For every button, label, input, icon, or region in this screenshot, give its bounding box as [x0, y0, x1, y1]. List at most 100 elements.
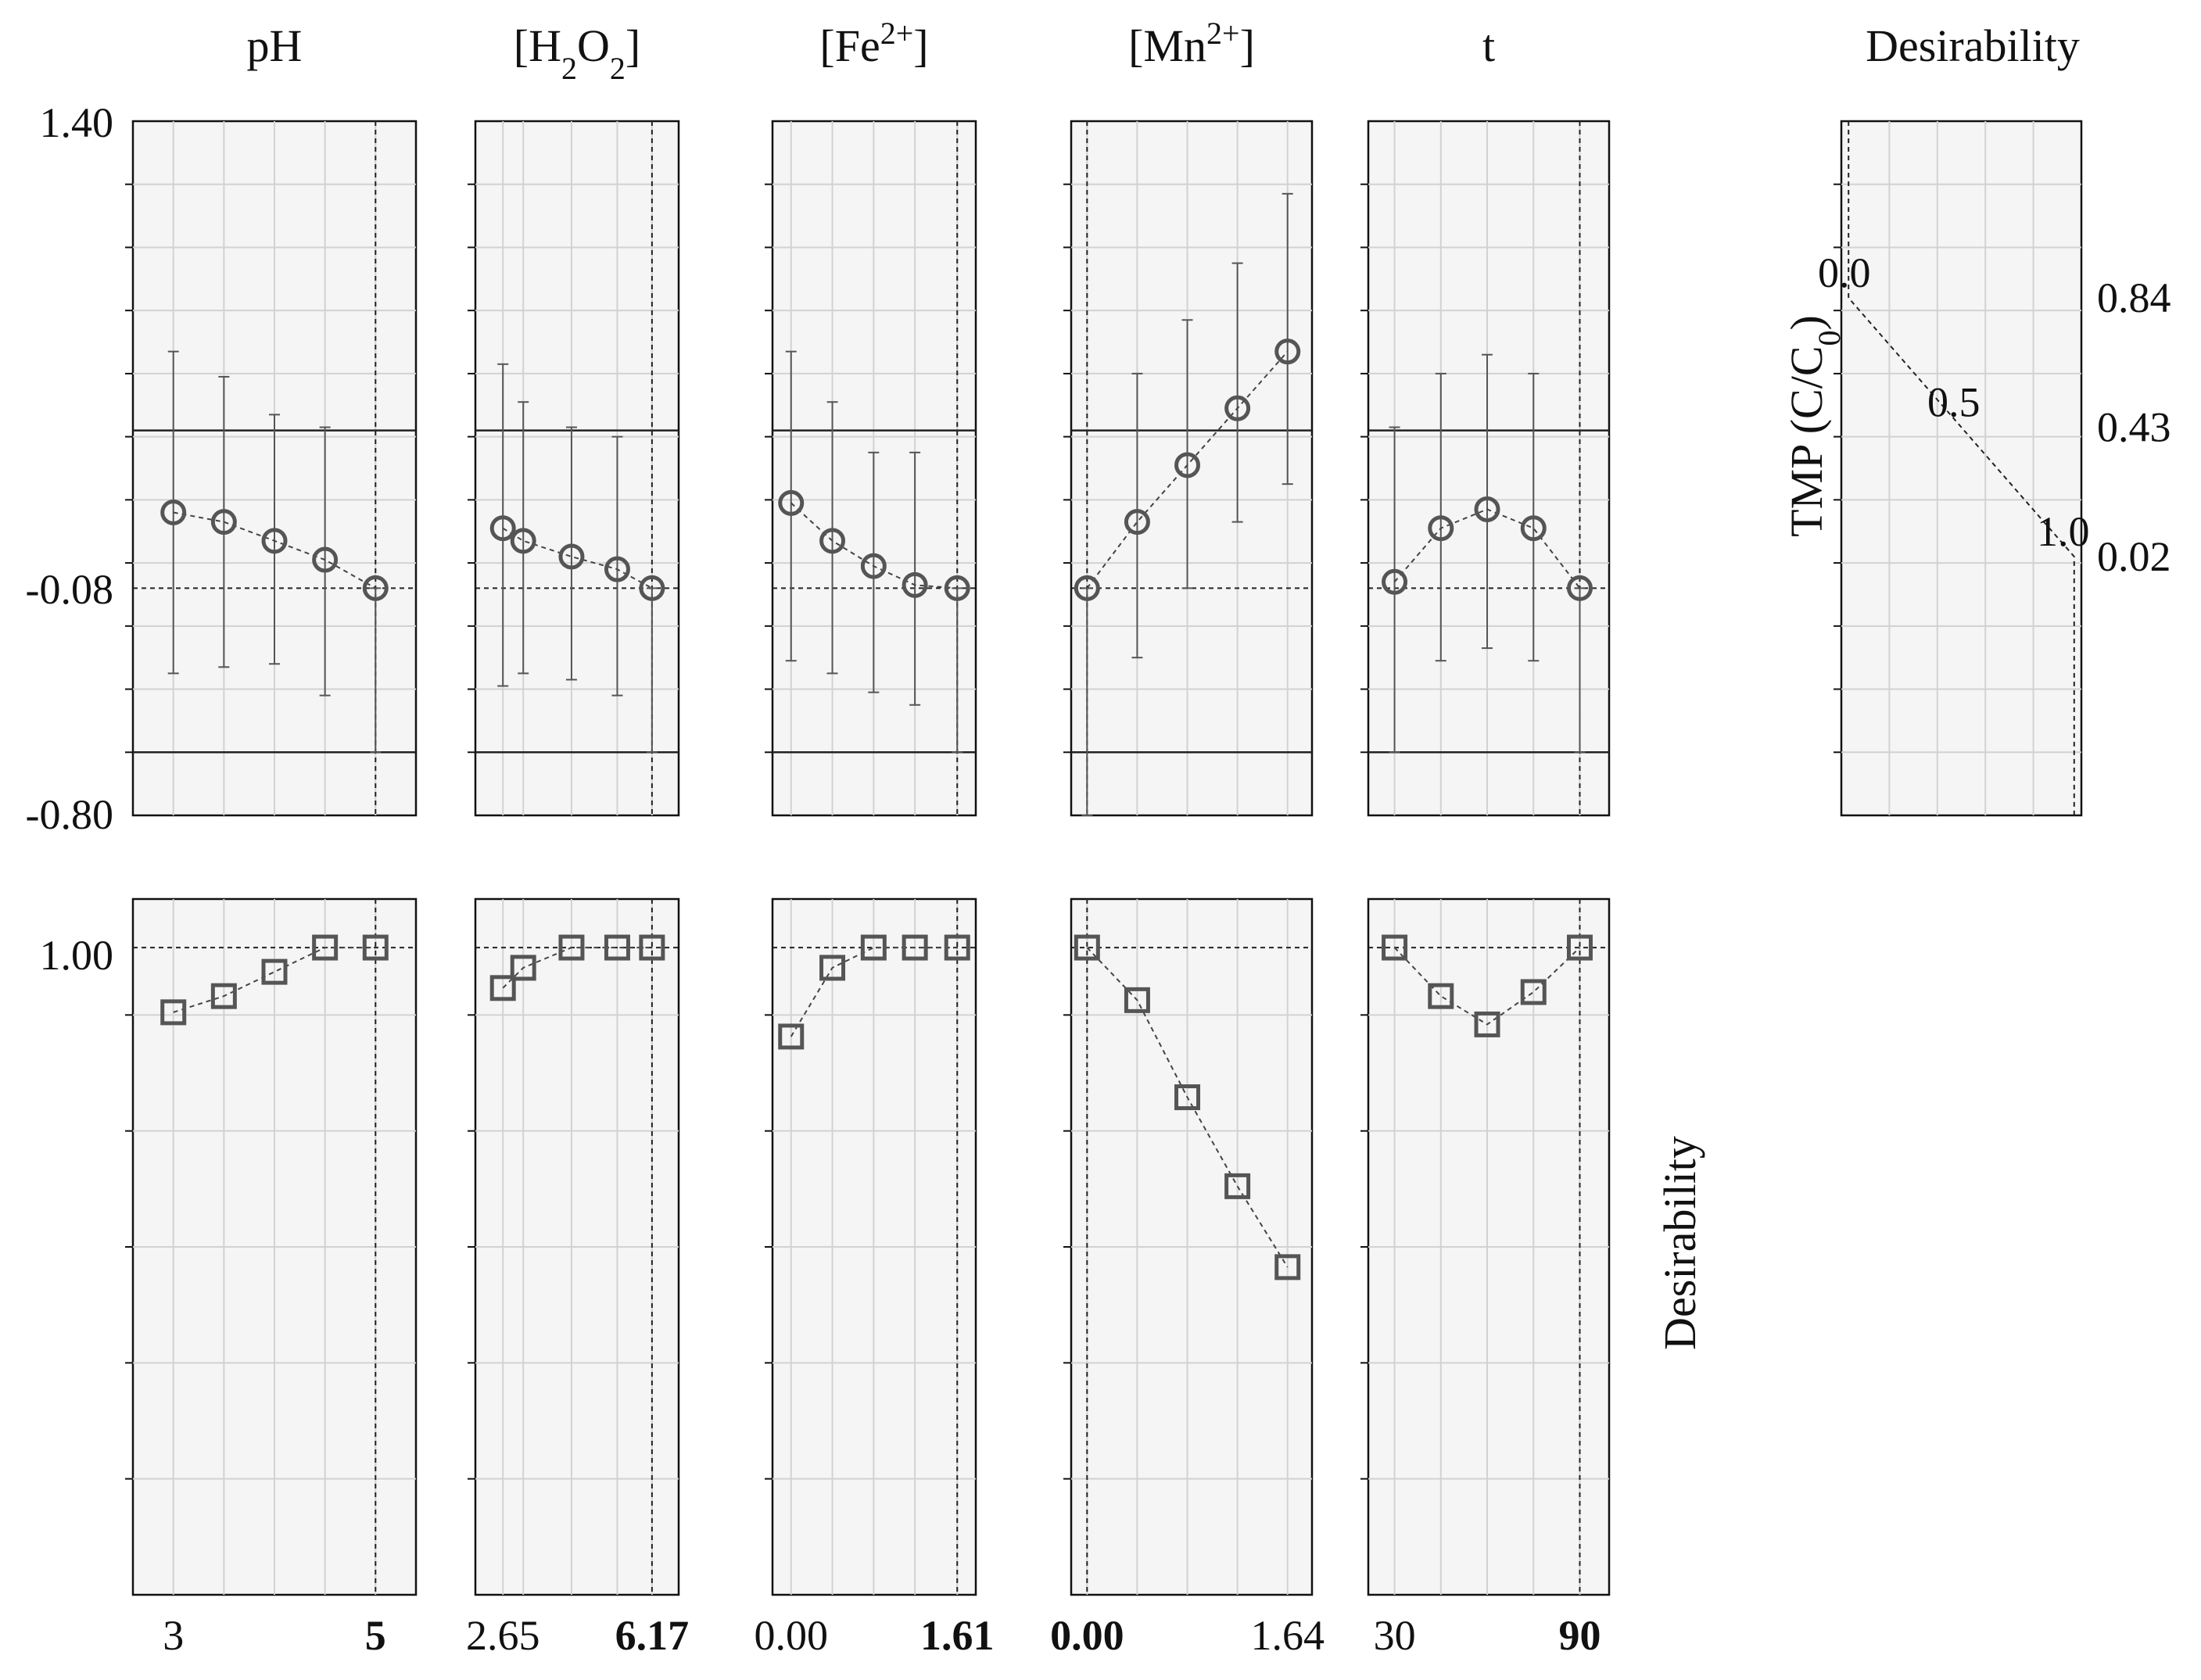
response-point: [860, 553, 887, 579]
response-point: [1566, 575, 1593, 601]
desirability-level-label: 0.0: [1818, 249, 1871, 296]
desirability-level-label: 0.5: [1927, 379, 1981, 426]
response-point: [210, 509, 237, 536]
desirability-function-title: Desirability: [1866, 20, 2080, 71]
x-max-label: 1.64: [1250, 1612, 1325, 1659]
desirability-point: [1274, 1254, 1301, 1281]
desirability-profile-line: [1086, 947, 1289, 1268]
desirability-point: [1474, 1011, 1500, 1037]
desirability-point: [558, 934, 585, 961]
left-axis-mid-tick: -0.08: [26, 566, 113, 613]
desirability-function-plot-area: [1840, 120, 2083, 817]
x-min-label: 30: [1374, 1612, 1416, 1659]
desirability-point: [362, 934, 389, 961]
response-point: [1124, 509, 1150, 536]
response-point: [558, 543, 585, 570]
x-min-label: 0.00: [1050, 1612, 1124, 1659]
desirability-point: [860, 934, 887, 961]
desirability-point: [489, 975, 516, 1001]
response-point: [778, 489, 805, 516]
desirability-profile-line: [1393, 947, 1581, 1026]
x-max-label: 5: [365, 1612, 386, 1659]
response-point: [902, 571, 928, 598]
factor-title: [Mn2+]: [1128, 16, 1255, 72]
desirability-point: [1566, 934, 1593, 961]
response-point: [1474, 496, 1500, 522]
response-point: [261, 528, 288, 554]
factor-title: pH: [247, 20, 303, 71]
response-point: [1224, 395, 1251, 421]
desirability-profile-line: [173, 947, 376, 1013]
desirability-point: [1074, 934, 1100, 961]
desirability-point: [1224, 1173, 1251, 1199]
desirability-axis-tick: 1.00: [40, 932, 114, 979]
factor-title-part: ]: [913, 20, 928, 71]
desirability-function-curve: [1848, 121, 2075, 815]
desirability-point: [1124, 987, 1150, 1013]
response-profile-line: [173, 511, 376, 589]
x-min-label: 2.65: [466, 1612, 540, 1659]
desirability-point: [312, 934, 339, 961]
desirability-point: [902, 934, 928, 961]
factor-title-main: [H: [514, 20, 561, 71]
factor-title: t: [1482, 20, 1495, 71]
response-point: [510, 528, 536, 554]
factor-title-part: 2: [610, 51, 626, 86]
tmp-tick-label: 0.02: [2097, 533, 2171, 580]
factor-panel-mn2: [Mn2+] 0.00 1.64: [1050, 16, 1325, 1660]
response-point: [1382, 568, 1408, 595]
tmp-axis-label-main: TMP (C/C: [1781, 346, 1832, 536]
desirability-point: [210, 983, 237, 1009]
response-plot-area: [474, 120, 680, 817]
desirability-function-panel: 0.84 0.43 0.02 0.0 0.5 1.0: [1818, 120, 2171, 817]
left-axis-bottom-tick: -0.80: [26, 791, 113, 838]
desirability-point: [261, 958, 288, 985]
response-point: [819, 528, 846, 554]
factor-title-main: [Fe: [819, 20, 880, 71]
response-plot-area: [1070, 120, 1314, 817]
response-point: [362, 575, 389, 601]
desirability-point: [639, 934, 665, 961]
desirability-point: [1428, 983, 1454, 1009]
desirability-point: [1174, 1084, 1201, 1111]
factor-panel-t: t 30 90: [1360, 20, 1611, 1659]
tmp-axis-label: TMP (C/C0): [1781, 315, 1847, 537]
factor-title-part: 2+: [880, 16, 914, 51]
x-min-label: 3: [163, 1612, 184, 1659]
desirability-profile-line: [790, 947, 958, 1037]
factor-title: [H2O2]: [514, 20, 640, 86]
factor-title: [Fe2+]: [819, 16, 928, 72]
factor-title-main: [Mn: [1128, 20, 1206, 71]
factor-panel-ph: pH 3 5: [125, 20, 418, 1659]
x-min-label: 0.00: [755, 1612, 829, 1659]
response-point: [1274, 339, 1301, 365]
tmp-tick-label: 0.43: [2097, 404, 2171, 451]
response-plot-area: [1367, 120, 1611, 817]
factor-title-part: 2+: [1206, 16, 1240, 51]
response-point: [1520, 515, 1547, 542]
factor-title-part: O: [577, 20, 610, 71]
response-point: [604, 556, 630, 582]
factor-panel-fe2: [Fe2+] 0.00 1.61: [755, 16, 995, 1660]
desirability-point: [510, 955, 536, 981]
desirability-point: [604, 934, 630, 961]
x-max-label: 1.61: [920, 1612, 995, 1659]
desirability-point: [819, 955, 846, 981]
response-point: [1074, 575, 1100, 601]
response-profile-line: [1086, 350, 1289, 589]
factor-title-main: pH: [247, 20, 303, 71]
factor-title-part: ]: [626, 20, 640, 71]
desirability-point: [944, 934, 970, 961]
factor-panels: pH3 5[H2O2]2.65 6.17[Fe2+]0.00 1.61[Mn2+]0.…: [125, 16, 1611, 1660]
tmp-tick-label: 0.84: [2097, 274, 2171, 321]
desirability-axis-label: Desirability: [1654, 1136, 1705, 1350]
factor-panel-h2o2: [H2O2]2.65 6.17: [466, 20, 689, 1659]
tmp-axis-label-sub: 0: [1812, 330, 1847, 346]
x-max-label: 90: [1558, 1612, 1601, 1659]
response-point: [639, 575, 665, 601]
desirability-point: [1382, 934, 1408, 961]
desirability-point: [1520, 979, 1547, 1005]
response-point: [1428, 515, 1454, 542]
response-point: [489, 515, 516, 542]
